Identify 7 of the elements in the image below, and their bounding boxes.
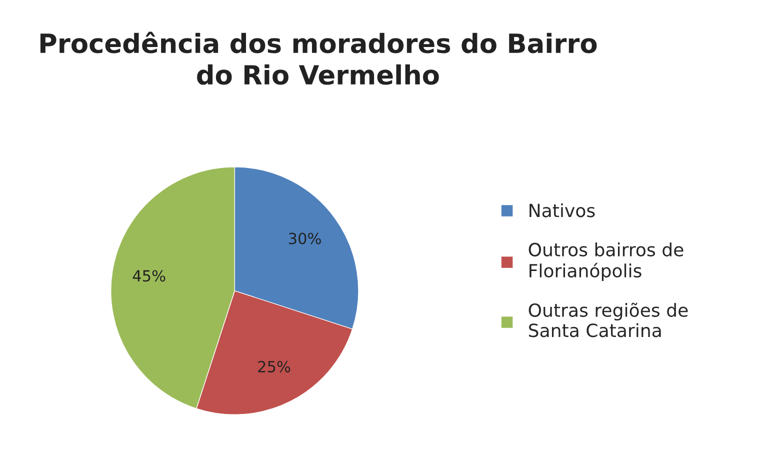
legend-label: Outras regiões de Santa Catarina xyxy=(528,302,688,338)
data-label: 25% xyxy=(258,360,290,372)
data-label: 45% xyxy=(132,270,166,282)
legend-label: Nativos xyxy=(530,203,595,218)
legend-label: Outros bairros de Florianópolis xyxy=(528,242,684,282)
chart-title: Procedência dos moradores do Bairro do Rio Vermelho xyxy=(40,32,597,85)
data-label: 30% xyxy=(288,232,321,244)
